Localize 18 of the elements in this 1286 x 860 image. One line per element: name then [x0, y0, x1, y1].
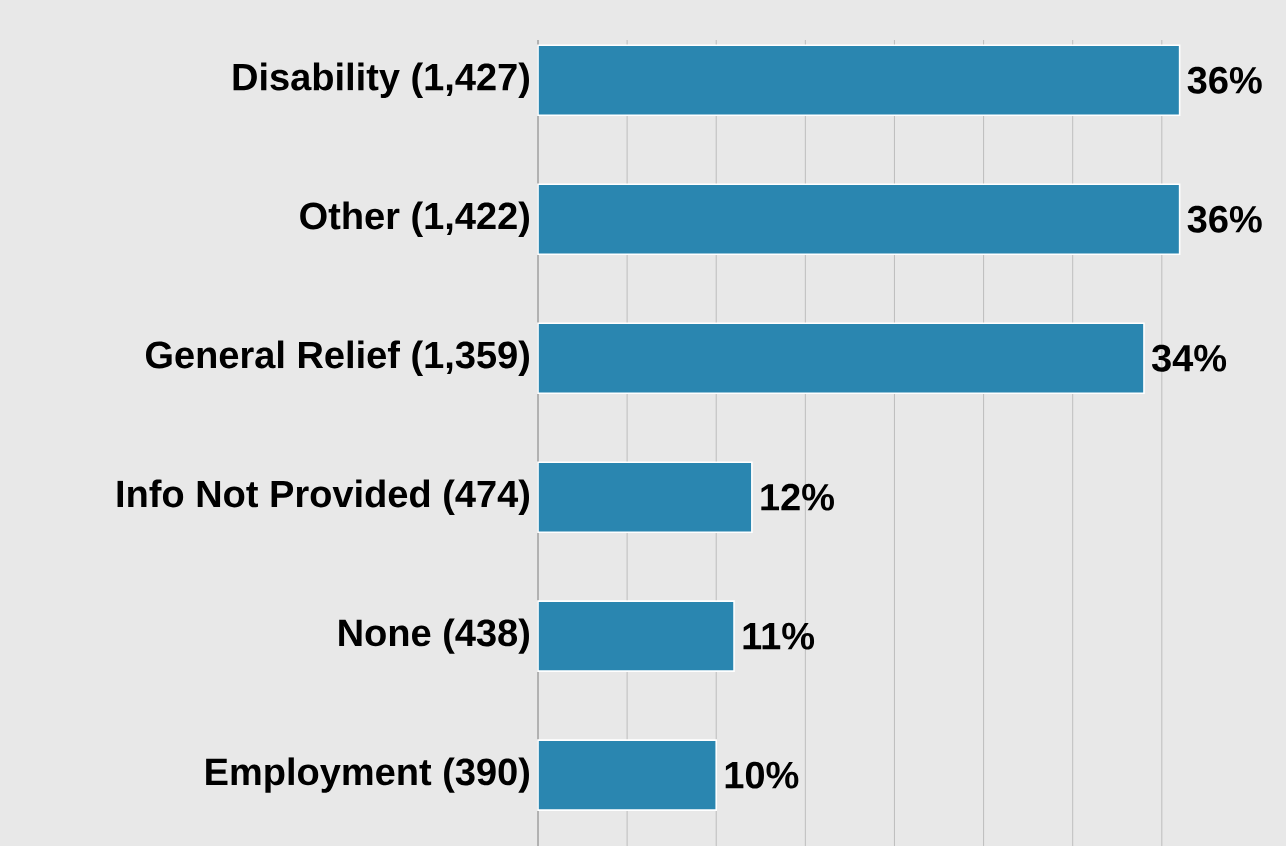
y-tick-label: Employment (390)	[206, 757, 529, 793]
bar	[537, 461, 753, 534]
bar	[537, 44, 1181, 117]
y-tick-label: General Relief (1,359)	[145, 340, 529, 377]
y-tick-label: None (438)	[339, 618, 529, 654]
data-label: 34%	[1151, 344, 1227, 372]
bar	[537, 600, 735, 673]
data-label: 36%	[1187, 205, 1262, 233]
y-tick-label: Disability (1,427)	[233, 62, 529, 99]
data-label: 12%	[761, 483, 834, 511]
y-tick-label: Info Not Provided (474)	[117, 479, 530, 516]
bar	[537, 322, 1145, 395]
data-label: 36%	[1187, 66, 1262, 94]
data-label: 10%	[725, 761, 799, 789]
bar	[537, 739, 718, 812]
data-label: 11%	[743, 622, 815, 650]
bar	[537, 183, 1181, 256]
y-tick-label: Other (1,422)	[300, 201, 529, 238]
